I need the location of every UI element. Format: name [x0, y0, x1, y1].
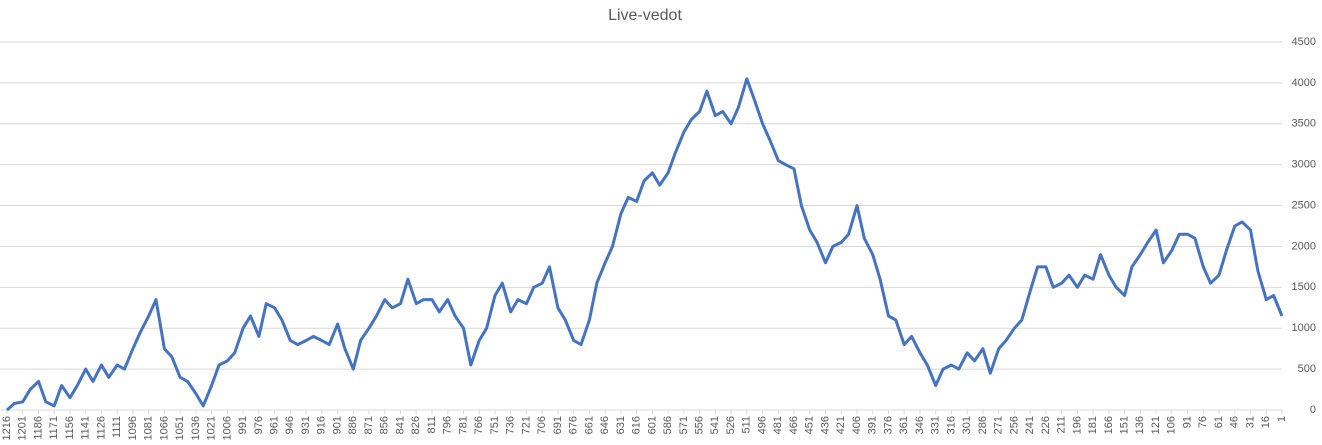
x-tick-label: 646: [599, 416, 611, 434]
x-tick-label: 1171: [48, 416, 60, 440]
x-tick-label: 871: [363, 416, 375, 434]
x-tick-label: 181: [1087, 416, 1099, 434]
x-tick-label: 391: [867, 416, 879, 434]
x-tick-label: 601: [646, 416, 658, 434]
x-tick-label: 91: [1181, 416, 1193, 428]
x-tick-label: 481: [772, 416, 784, 434]
x-tick-label: 691: [552, 416, 564, 434]
x-tick-label: 736: [505, 416, 517, 434]
x-tick-label: 811: [426, 416, 438, 434]
x-tick-label: 406: [851, 416, 863, 434]
x-tick-label: 256: [1008, 416, 1020, 434]
y-tick-label: 3500: [1292, 118, 1316, 130]
x-tick-label: 631: [615, 416, 627, 434]
x-tick-label: 1216: [1, 416, 13, 440]
x-tick-label: 796: [442, 416, 454, 434]
x-tick-label: 1141: [80, 416, 92, 440]
x-tick-label: 721: [520, 416, 532, 434]
x-tick-label: 376: [882, 416, 894, 434]
x-tick-label: 316: [945, 416, 957, 434]
y-tick-label: 500: [1298, 363, 1316, 375]
x-tick-label: 196: [1071, 416, 1083, 434]
data-line: [6, 77, 1284, 412]
x-tick-label: 676: [568, 416, 580, 434]
y-tick-label: 4500: [1292, 36, 1316, 48]
x-tick-label: 361: [898, 416, 910, 434]
x-tick-label: 1021: [206, 416, 218, 440]
x-tick-label: 1051: [174, 416, 186, 440]
x-tick-label: 1066: [158, 416, 170, 440]
x-tick-label: 526: [725, 416, 737, 434]
y-tick-label: 0: [1310, 404, 1316, 416]
x-tick-label: 991: [237, 416, 249, 434]
chart-title: Live-vedot: [608, 7, 682, 24]
x-tick-label: 1081: [143, 416, 155, 440]
x-tick-label: 781: [457, 416, 469, 434]
x-tick-label: 1096: [127, 416, 139, 440]
x-tick-label: 121: [1150, 416, 1162, 434]
x-tick-label: 946: [284, 416, 296, 434]
x-tick-label: 16: [1260, 416, 1272, 428]
x-tick-label: 586: [662, 416, 674, 434]
x-tick-label: 706: [536, 416, 548, 434]
x-tick-label: 301: [961, 416, 973, 434]
x-tick-label: 1036: [190, 416, 202, 440]
x-tick-label: 226: [1040, 416, 1052, 434]
x-tick-label: 856: [379, 416, 391, 434]
x-tick-label: 466: [788, 416, 800, 434]
x-tick-label: 916: [316, 416, 328, 434]
x-tick-label: 541: [709, 416, 721, 434]
x-tick-label: 496: [756, 416, 768, 434]
x-tick-label: 886: [347, 416, 359, 434]
y-tick-label: 1000: [1292, 322, 1316, 334]
x-tick-label: 421: [835, 416, 847, 434]
x-tick-label: 511: [741, 416, 753, 434]
x-tick-label: 436: [819, 416, 831, 434]
x-tick-label: 901: [331, 416, 343, 434]
x-tick-label: 1126: [95, 416, 107, 440]
x-tick-label: 571: [678, 416, 690, 434]
x-tick-label: 841: [394, 416, 406, 434]
x-tick-label: 751: [489, 416, 501, 434]
x-tick-label: 451: [804, 416, 816, 434]
x-tick-label: 211: [1056, 416, 1068, 434]
x-tick-label: 1201: [17, 416, 29, 440]
x-tick-label: 1006: [221, 416, 233, 440]
x-tick-label: 1: [1276, 416, 1288, 422]
x-tick-label: 286: [977, 416, 989, 434]
x-tick-label: 1111: [111, 416, 123, 438]
x-tick-label: 61: [1213, 416, 1225, 428]
x-tick-label: 976: [253, 416, 265, 434]
x-tick-label: 106: [1166, 416, 1178, 434]
y-tick-label: 4000: [1292, 77, 1316, 89]
x-tick-label: 961: [268, 416, 280, 434]
y-tick-label: 3000: [1292, 159, 1316, 171]
x-tick-label: 346: [914, 416, 926, 434]
x-tick-label: 31: [1244, 416, 1256, 428]
y-tick-label: 2500: [1292, 199, 1316, 211]
x-tick-label: 331: [930, 416, 942, 434]
x-tick-label: 241: [1024, 416, 1036, 434]
x-tick-label: 136: [1134, 416, 1146, 434]
x-tick-label: 1156: [64, 416, 76, 440]
x-tick-label: 166: [1103, 416, 1115, 434]
x-tick-label: 661: [583, 416, 595, 434]
y-tick-label: 1500: [1292, 281, 1316, 293]
x-tick-label: 1186: [32, 416, 44, 440]
x-tick-label: 76: [1197, 416, 1209, 428]
y-tick-label: 2000: [1292, 240, 1316, 252]
x-tick-label: 766: [473, 416, 485, 434]
x-tick-label: 151: [1118, 416, 1130, 434]
x-tick-label: 271: [993, 416, 1005, 434]
x-tick-label: 616: [631, 416, 643, 434]
x-tick-label: 931: [300, 416, 312, 434]
x-tick-label: 556: [693, 416, 705, 434]
x-tick-label: 826: [410, 416, 422, 434]
x-tick-label: 46: [1229, 416, 1241, 428]
